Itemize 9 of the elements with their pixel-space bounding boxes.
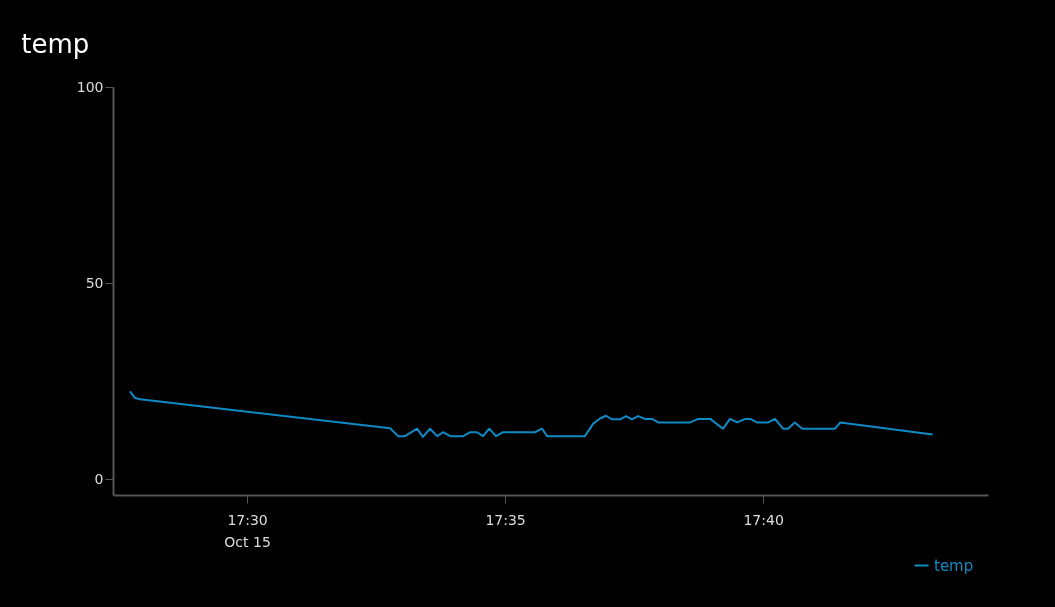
- chart-title: temp: [21, 29, 90, 59]
- line-series: [129, 390, 934, 438]
- y-tick-label: 0: [94, 470, 104, 487]
- x-tick-label: 17:35: [485, 511, 526, 528]
- x-tick-label: 17:40: [743, 511, 784, 528]
- y-tick-label: 100: [76, 78, 104, 95]
- x-tick-label: 17:30 Oct 15: [224, 511, 271, 550]
- y-tick-label: 50: [85, 274, 104, 291]
- legend-label: temp: [934, 556, 974, 575]
